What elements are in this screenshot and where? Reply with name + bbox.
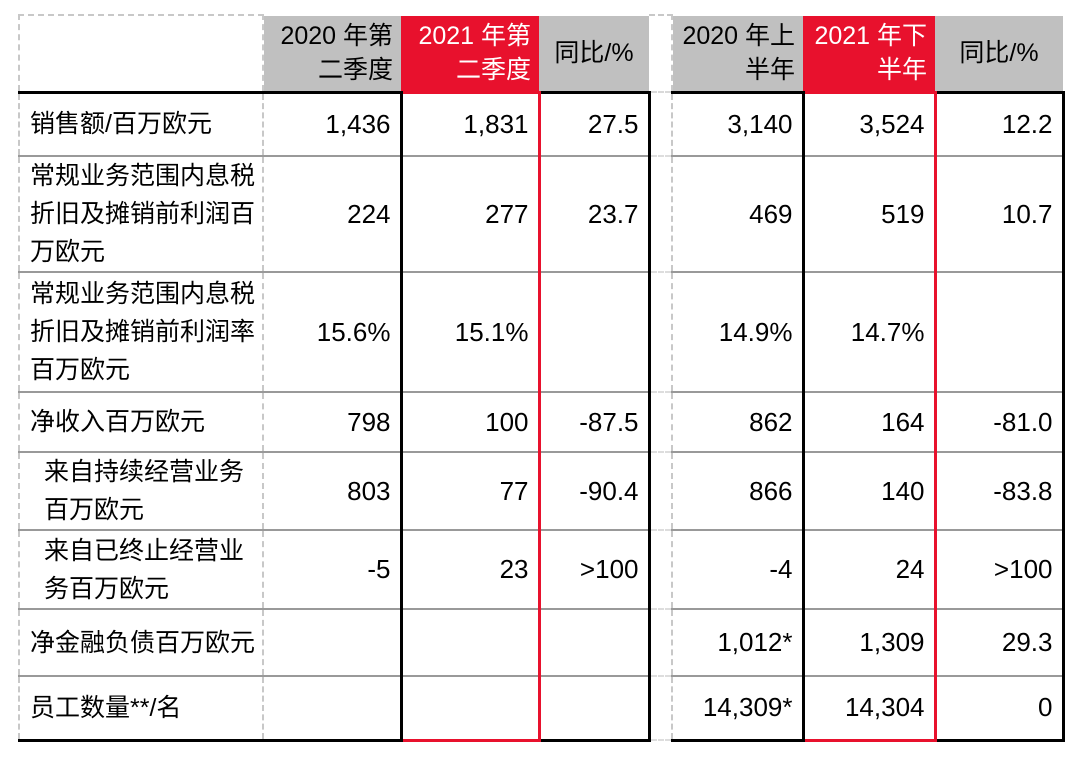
value-cell: -90.4 [539, 452, 651, 531]
spacer-cell [649, 452, 673, 531]
header-q2-2020: 2020 年第 二季度 [263, 14, 401, 94]
spacer-cell [649, 156, 673, 273]
row-label: 常规业务范围内息税 折旧及摊销前利润率 百万欧元 [18, 272, 264, 393]
header-spacer [649, 14, 673, 93]
value-cell: 164 [803, 392, 937, 453]
value-cell: 12.2 [935, 92, 1065, 157]
value-cell: 1,012* [672, 609, 805, 677]
value-cell: >100 [935, 530, 1065, 610]
table-row: 员工数量**/名 14,309* 14,304 0 [18, 676, 1065, 742]
row-label: 来自持续经营业务 百万欧元 [18, 452, 264, 531]
table-row: 净收入百万欧元 798 100 -87.5 862 164 -81.0 [18, 392, 1065, 453]
value-cell: 1,831 [401, 92, 541, 157]
spacer-cell [649, 92, 673, 157]
value-cell: 15.1% [401, 272, 541, 393]
value-cell [401, 676, 541, 742]
header-h2-2021: 2021 年下 半年 [803, 14, 935, 94]
value-cell [539, 676, 651, 742]
value-cell [935, 272, 1065, 393]
spacer-cell [649, 530, 673, 610]
value-cell: 100 [401, 392, 541, 453]
financial-results-table: 2020 年第 二季度 2021 年第 二季度 同比/% 2020 年上 半年 2021… [18, 14, 1065, 742]
value-cell: 277 [401, 156, 541, 273]
table-header: 2020 年第 二季度 2021 年第 二季度 同比/% 2020 年上 半年 2021… [18, 14, 1063, 94]
header-yoy-half: 同比/% [935, 14, 1063, 94]
header-yoy-quarter: 同比/% [539, 14, 649, 94]
spacer-cell [649, 609, 673, 677]
corner-cell [18, 14, 264, 94]
value-cell: -81.0 [935, 392, 1065, 453]
table-row: 来自已终止经营业 务百万欧元 -5 23 >100 -4 24 >100 [18, 530, 1065, 610]
value-cell [401, 609, 541, 677]
header-q2-2021: 2021 年第 二季度 [401, 14, 539, 94]
value-cell [539, 609, 651, 677]
value-cell: 77 [401, 452, 541, 531]
value-cell [539, 272, 651, 393]
row-label: 常规业务范围内息税 折旧及摊销前利润百 万欧元 [18, 156, 264, 273]
value-cell: 23 [401, 530, 541, 610]
value-cell: 803 [263, 452, 403, 531]
value-cell: 3,524 [803, 92, 937, 157]
row-label: 净金融负债百万欧元 [18, 609, 264, 677]
value-cell: 14.7% [803, 272, 937, 393]
table-row: 净金融负债百万欧元 1,012* 1,309 29.3 [18, 609, 1065, 677]
value-cell: >100 [539, 530, 651, 610]
table-row: 来自持续经营业务 百万欧元 803 77 -90.4 866 140 -83.8 [18, 452, 1065, 531]
spacer-cell [649, 392, 673, 453]
value-cell [263, 609, 403, 677]
value-cell: 1,436 [263, 92, 403, 157]
value-cell: 14.9% [672, 272, 805, 393]
value-cell: 29.3 [935, 609, 1065, 677]
row-label: 销售额/百万欧元 [18, 92, 264, 157]
table-body: 销售额/百万欧元 1,436 1,831 27.5 3,140 3,524 12.2 常规业务… [18, 92, 1065, 742]
value-cell: 224 [263, 156, 403, 273]
table-row: 常规业务范围内息税 折旧及摊销前利润率 百万欧元 15.6% 15.1% 14.9% 1… [18, 272, 1065, 393]
value-cell: 0 [935, 676, 1065, 742]
value-cell: 15.6% [263, 272, 403, 393]
value-cell: 798 [263, 392, 403, 453]
value-cell: 14,309* [672, 676, 805, 742]
value-cell: 1,309 [803, 609, 937, 677]
value-cell: 27.5 [539, 92, 651, 157]
value-cell: -4 [672, 530, 805, 610]
value-cell: 519 [803, 156, 937, 273]
value-cell: 469 [672, 156, 805, 273]
value-cell: 14,304 [803, 676, 937, 742]
row-label: 员工数量**/名 [18, 676, 264, 742]
value-cell: -5 [263, 530, 403, 610]
value-cell: 862 [672, 392, 805, 453]
value-cell: 3,140 [672, 92, 805, 157]
value-cell [263, 676, 403, 742]
value-cell: 866 [672, 452, 805, 531]
value-cell: -87.5 [539, 392, 651, 453]
value-cell: 23.7 [539, 156, 651, 273]
header-row: 2020 年第 二季度 2021 年第 二季度 同比/% 2020 年上 半年 2021… [18, 14, 1063, 94]
value-cell: 24 [803, 530, 937, 610]
row-label: 净收入百万欧元 [18, 392, 264, 453]
value-cell: -83.8 [935, 452, 1065, 531]
spacer-cell [649, 676, 673, 741]
value-cell: 10.7 [935, 156, 1065, 273]
value-cell: 140 [803, 452, 937, 531]
spacer-cell [649, 272, 673, 393]
table-row: 销售额/百万欧元 1,436 1,831 27.5 3,140 3,524 12.2 [18, 92, 1065, 157]
row-label: 来自已终止经营业 务百万欧元 [18, 530, 264, 610]
header-h1-2020: 2020 年上 半年 [672, 14, 803, 94]
table-row: 常规业务范围内息税 折旧及摊销前利润百 万欧元 224 277 23.7 469 519 1… [18, 156, 1065, 273]
